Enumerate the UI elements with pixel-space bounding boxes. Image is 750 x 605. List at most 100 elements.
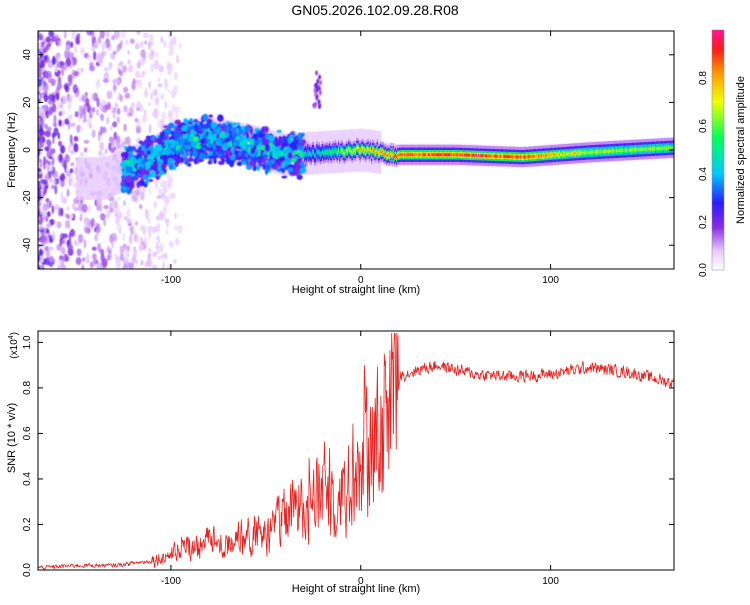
noise-blob xyxy=(102,78,109,83)
noise-blob xyxy=(163,39,167,48)
spectrogram-y-tick-label: 0 xyxy=(22,147,33,153)
noise-blob xyxy=(81,203,88,213)
band-segment xyxy=(507,155,509,159)
noise-blob xyxy=(38,231,42,239)
band-segment xyxy=(399,153,401,157)
noise-blob xyxy=(168,176,174,184)
noise-blob xyxy=(162,262,165,269)
band-segment xyxy=(319,153,321,156)
band-blob xyxy=(202,113,209,122)
band-blob xyxy=(221,146,228,151)
band-segment xyxy=(589,150,591,154)
noise-blob xyxy=(124,136,128,145)
band-segment xyxy=(381,150,383,154)
noise-blob xyxy=(143,109,147,115)
noise-blob xyxy=(116,224,122,231)
band-segment xyxy=(661,146,663,150)
band-segment xyxy=(404,153,406,157)
noise-blob xyxy=(75,37,81,45)
band-segment xyxy=(347,149,349,153)
band-blob xyxy=(228,136,234,141)
noise-blob xyxy=(122,200,127,206)
noise-blob xyxy=(111,106,115,115)
noise-blob xyxy=(70,162,75,167)
band-segment xyxy=(470,153,472,157)
band-blob xyxy=(199,138,206,145)
band-segment xyxy=(660,147,662,150)
noise-blob xyxy=(50,184,56,190)
band-blob xyxy=(268,135,275,142)
band-segment xyxy=(548,153,550,157)
noise-blob xyxy=(45,198,50,203)
noise-blob xyxy=(86,252,90,261)
noise-blob xyxy=(172,85,179,95)
band-segment xyxy=(413,153,415,157)
band-segment xyxy=(663,146,665,150)
band-segment xyxy=(540,154,542,158)
band-blob xyxy=(224,132,230,138)
band-blob xyxy=(187,157,194,162)
band-segment xyxy=(358,148,360,152)
noise-blob xyxy=(131,81,137,91)
band-blob xyxy=(181,125,189,132)
band-segment xyxy=(539,154,541,158)
band-segment xyxy=(483,154,486,158)
band-segment xyxy=(579,151,581,155)
band-segment xyxy=(586,151,588,154)
noise-blob xyxy=(159,64,163,71)
feature-blob xyxy=(315,87,319,93)
band-segment xyxy=(344,151,347,155)
noise-blob xyxy=(141,114,148,123)
band-blob xyxy=(182,133,188,140)
band-blob xyxy=(163,158,168,165)
band-blob xyxy=(225,124,231,133)
band-segment xyxy=(367,147,369,151)
band-segment xyxy=(453,153,455,157)
snr-y-scale-prefix: (x10 xyxy=(9,339,20,359)
noise-blob xyxy=(40,69,44,76)
band-blob xyxy=(171,150,175,155)
noise-blob xyxy=(108,136,114,143)
noise-blob xyxy=(101,42,107,50)
feature-blob xyxy=(318,104,321,110)
noise-blob xyxy=(43,55,48,61)
band-segment xyxy=(629,148,631,152)
noise-blob xyxy=(70,149,75,155)
band-blob xyxy=(237,128,244,135)
noise-blob xyxy=(156,222,161,233)
noise-blob xyxy=(160,118,165,125)
noise-blob xyxy=(156,215,160,221)
noise-blob xyxy=(80,47,86,55)
band-blob xyxy=(157,163,162,172)
band-segment xyxy=(360,148,362,152)
noise-blob xyxy=(116,116,120,124)
noise-blob xyxy=(147,217,151,225)
band-segment xyxy=(584,151,586,155)
band-segment xyxy=(562,152,564,156)
noise-blob xyxy=(48,106,54,116)
noise-blob xyxy=(124,39,129,46)
band-blob xyxy=(299,167,307,174)
noise-blob xyxy=(58,119,62,127)
noise-blob xyxy=(77,233,84,244)
band-blob xyxy=(252,133,258,139)
band-segment xyxy=(604,150,606,153)
band-blob xyxy=(287,152,293,160)
band-segment xyxy=(621,149,623,152)
noise-blob xyxy=(161,112,167,120)
band-blob xyxy=(173,157,181,162)
noise-blob xyxy=(56,265,63,269)
feature-blob xyxy=(319,80,323,86)
band-segment xyxy=(398,153,400,157)
band-blob xyxy=(264,138,270,143)
noise-blob xyxy=(135,107,140,112)
noise-blob xyxy=(91,45,95,53)
band-blob xyxy=(280,150,284,157)
snr-y-tick-label: 0.2 xyxy=(22,517,33,531)
band-blob xyxy=(235,146,242,150)
band-segment xyxy=(331,152,333,155)
band-blob xyxy=(157,160,164,165)
band-segment xyxy=(383,153,385,156)
band-segment xyxy=(384,152,386,156)
band-blob xyxy=(274,136,278,143)
